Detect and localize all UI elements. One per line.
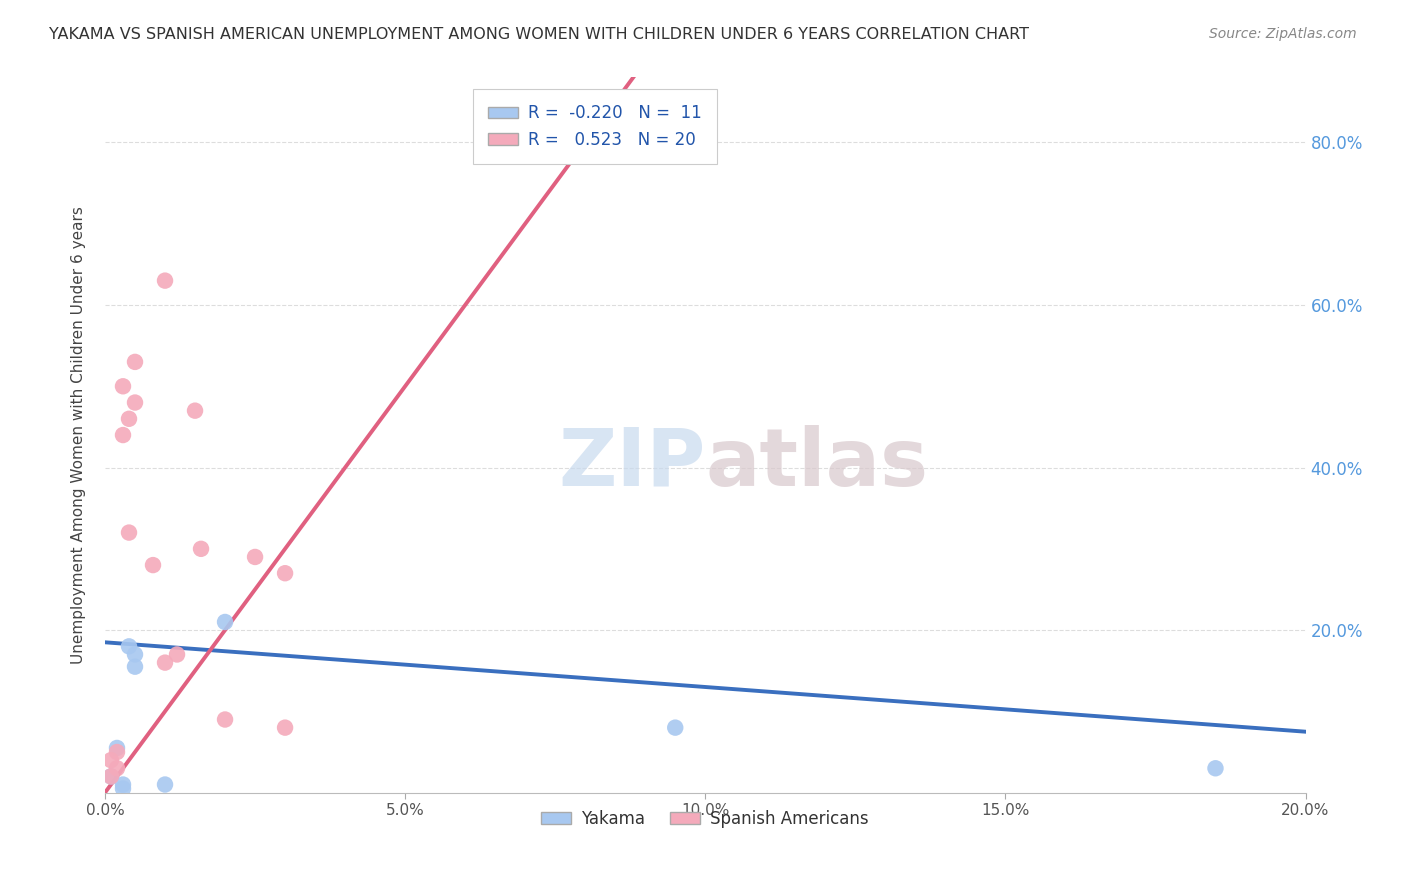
Text: Source: ZipAtlas.com: Source: ZipAtlas.com: [1209, 27, 1357, 41]
Point: [111, 428, 134, 442]
Point: [274, 566, 297, 581]
Point: [118, 411, 141, 425]
Point: [153, 274, 176, 288]
Point: [111, 778, 134, 792]
Text: ZIP: ZIP: [558, 425, 706, 503]
Point: [111, 781, 134, 796]
Point: [142, 558, 165, 573]
Point: [243, 549, 266, 564]
Point: [153, 656, 176, 670]
Legend: Yakama, Spanish Americans: Yakama, Spanish Americans: [534, 803, 876, 834]
Point: [124, 355, 146, 369]
Point: [214, 615, 236, 629]
Point: [153, 778, 176, 792]
Point: [166, 648, 188, 662]
Point: [100, 753, 122, 767]
Point: [118, 525, 141, 540]
Point: [124, 659, 146, 673]
Point: [118, 640, 141, 654]
Text: atlas: atlas: [706, 425, 928, 503]
Point: [274, 721, 297, 735]
Point: [124, 648, 146, 662]
Point: [214, 713, 236, 727]
Point: [100, 769, 122, 783]
Point: [111, 379, 134, 393]
Y-axis label: Unemployment Among Women with Children Under 6 years: Unemployment Among Women with Children U…: [72, 206, 86, 664]
Point: [190, 541, 212, 556]
Point: [100, 769, 122, 783]
Point: [664, 721, 686, 735]
Text: YAKAMA VS SPANISH AMERICAN UNEMPLOYMENT AMONG WOMEN WITH CHILDREN UNDER 6 YEARS : YAKAMA VS SPANISH AMERICAN UNEMPLOYMENT …: [49, 27, 1029, 42]
Point: [105, 741, 128, 756]
Point: [105, 761, 128, 775]
Point: [105, 745, 128, 759]
Point: [1204, 761, 1226, 775]
Point: [184, 403, 207, 417]
Point: [124, 395, 146, 409]
